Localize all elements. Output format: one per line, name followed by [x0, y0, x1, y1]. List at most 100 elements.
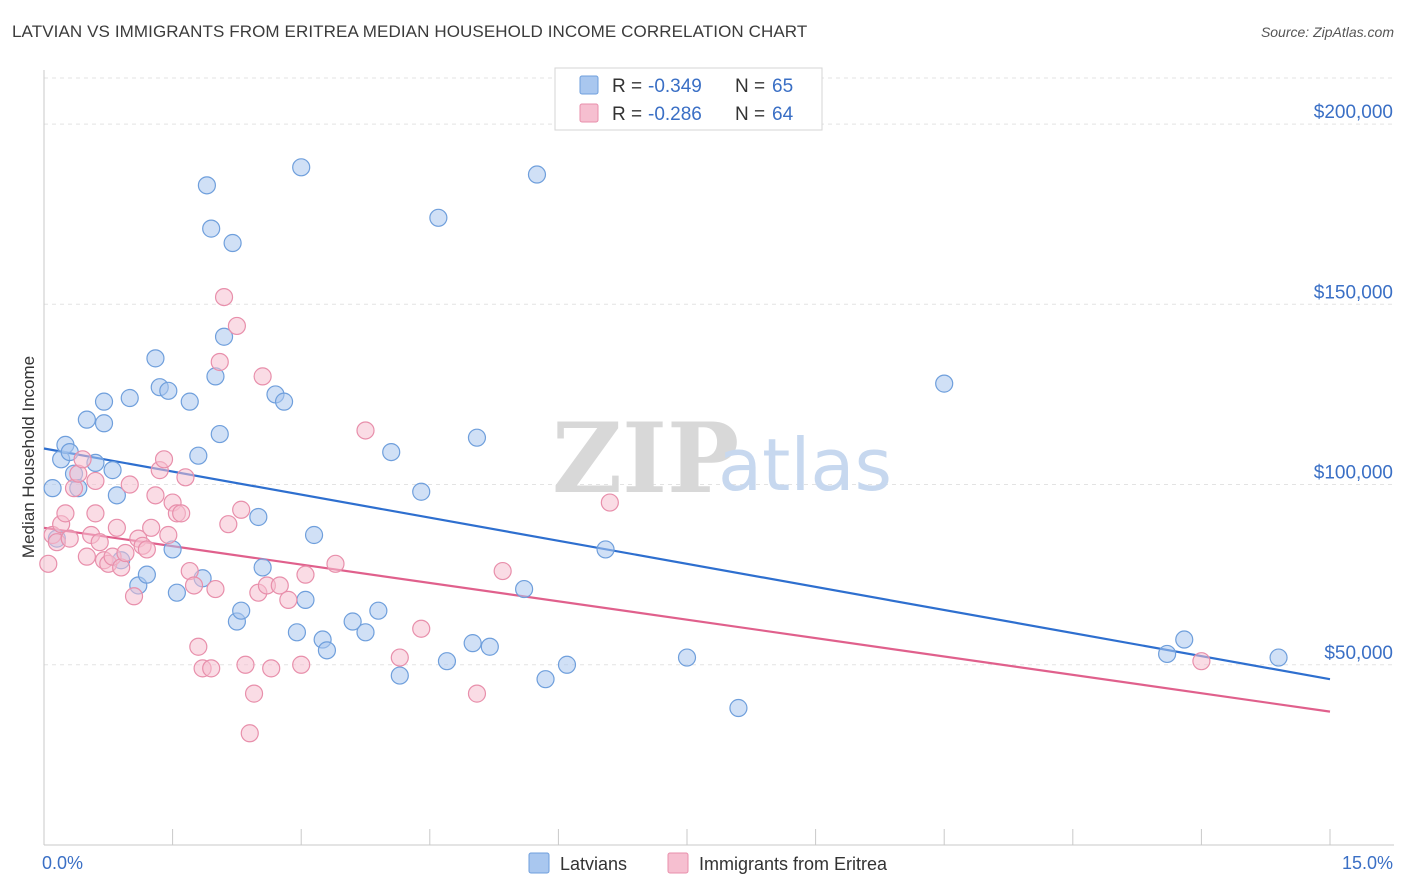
scatter-point-latvians	[515, 579, 534, 599]
y-axis-title: Median Household Income	[19, 356, 38, 558]
scatter-point-eritrea	[124, 587, 144, 606]
x-tick-label-min: 0.0%	[42, 853, 83, 873]
scatter-point-eritrea	[60, 529, 79, 548]
scatter-point-eritrea	[270, 576, 289, 595]
scatter-point-eritrea	[600, 493, 619, 512]
scatter-point-latvians	[437, 652, 457, 671]
legend-r-label-eritrea: R =	[612, 104, 642, 125]
source-credit: Source: ZipAtlas.com	[1260, 24, 1394, 40]
scatter-point-latvians	[480, 637, 499, 656]
scatter-point-latvians	[167, 583, 186, 602]
scatter-point-latvians	[304, 525, 324, 545]
scatter-point-eritrea	[137, 540, 156, 559]
scatter-point-latvians	[210, 424, 229, 444]
scatter-point-latvians	[527, 165, 547, 184]
legend-r-label-latvians: R =	[612, 76, 642, 97]
scatter-point-eritrea	[244, 684, 264, 703]
scatter-point-latvians	[369, 601, 388, 620]
scatter-point-eritrea	[107, 518, 126, 537]
scatter-point-eritrea	[253, 367, 272, 386]
scatter-point-eritrea	[184, 576, 204, 595]
chart-title: LATVIAN VS IMMIGRANTS FROM ERITREA MEDIA…	[12, 22, 808, 41]
scatter-point-eritrea	[232, 500, 251, 519]
y-tick-labels: $50,000 $100,000 $150,000 $200,000	[1314, 102, 1393, 664]
scatter-point-latvians	[249, 507, 268, 527]
scatter-point-eritrea	[86, 471, 105, 491]
scatter-point-eritrea	[292, 655, 311, 674]
scatter-point-latvians	[557, 655, 577, 674]
legend-bottom-swatch-eritrea	[667, 852, 689, 874]
legend-n-value-eritrea: 64	[772, 104, 794, 125]
scatter-point-eritrea	[39, 554, 58, 573]
scatter-point-eritrea	[326, 554, 345, 573]
scatter-point-eritrea	[172, 504, 191, 523]
scatter-point-eritrea	[189, 637, 208, 656]
scatter-point-latvians	[107, 486, 126, 505]
scatter-point-eritrea	[159, 525, 178, 545]
scatter-point-latvians	[1158, 644, 1177, 664]
scatter-point-eritrea	[86, 504, 105, 523]
scatter-point-eritrea	[77, 547, 96, 566]
scatter-point-latvians	[159, 381, 178, 400]
scatter-point-eritrea	[356, 421, 375, 440]
trend-line-eritrea	[43, 526, 1331, 713]
x-ticks	[43, 829, 1331, 845]
watermark-atlas: atlas	[718, 423, 892, 507]
scatter-point-latvians	[180, 392, 199, 411]
scatter-point-eritrea	[176, 468, 195, 487]
legend-swatch-latvians	[579, 75, 599, 95]
scatter-point-latvians	[729, 698, 748, 718]
scatter-point-eritrea	[279, 590, 298, 609]
scatter-point-latvians	[390, 666, 409, 685]
scatter-point-eritrea	[236, 655, 255, 674]
scatter-point-eritrea	[56, 504, 75, 523]
scatter-point-eritrea	[390, 648, 409, 667]
scatter-point-latvians	[429, 208, 448, 227]
scatter-point-latvians	[287, 623, 307, 642]
trend-lines	[43, 447, 1331, 713]
scatter-point-eritrea	[206, 579, 225, 599]
scatter-point-eritrea	[202, 659, 221, 678]
scatter-point-latvians	[467, 428, 487, 447]
scatter-point-latvians	[536, 670, 555, 689]
scatter-point-eritrea	[120, 475, 139, 494]
scatter-point-eritrea	[116, 543, 135, 563]
legend-n-value-latvians: 65	[772, 76, 793, 97]
legend-bottom-label-latvians: Latvians	[560, 854, 627, 874]
scatter-point-eritrea	[1192, 652, 1211, 671]
scatter-point-eritrea	[412, 619, 431, 638]
scatter-point-latvians	[137, 565, 156, 584]
scatter-point-eritrea	[210, 352, 229, 372]
scatter-point-eritrea	[493, 561, 512, 581]
scatter-point-eritrea	[214, 287, 234, 307]
scatter-point-latvians	[146, 349, 165, 368]
scatter-point-latvians	[120, 388, 139, 408]
data-points	[39, 158, 1288, 743]
scatter-point-eritrea	[262, 659, 281, 678]
scatter-point-latvians	[1269, 648, 1288, 667]
scatter-point-latvians	[94, 414, 114, 433]
scatter-point-latvians	[77, 410, 96, 429]
scatter-point-latvians	[677, 648, 697, 667]
x-tick-label-max: 15.0%	[1342, 853, 1393, 873]
scatter-point-latvians	[343, 612, 362, 631]
legend-n-label-eritrea: N =	[735, 104, 765, 125]
scatter-point-latvians	[317, 641, 337, 660]
scatter-point-eritrea	[154, 450, 174, 469]
scatter-point-latvians	[274, 392, 294, 411]
gridlines	[44, 77, 1394, 666]
scatter-point-latvians	[596, 540, 615, 559]
scatter-point-latvians	[43, 479, 62, 498]
y-tick-label: $100,000	[1314, 463, 1393, 484]
legend-box	[554, 67, 823, 131]
scatter-point-latvians	[412, 482, 431, 501]
scatter-point-latvians	[292, 158, 311, 177]
scatter-point-latvians	[214, 327, 234, 346]
legend-bottom-label-eritrea: Immigrants from Eritrea	[699, 854, 888, 874]
trend-line-latvians	[43, 447, 1331, 681]
axes	[43, 70, 1394, 846]
scatter-point-eritrea	[296, 565, 315, 584]
scatter-point-eritrea	[240, 724, 259, 743]
scatter-point-latvians	[1175, 630, 1194, 649]
